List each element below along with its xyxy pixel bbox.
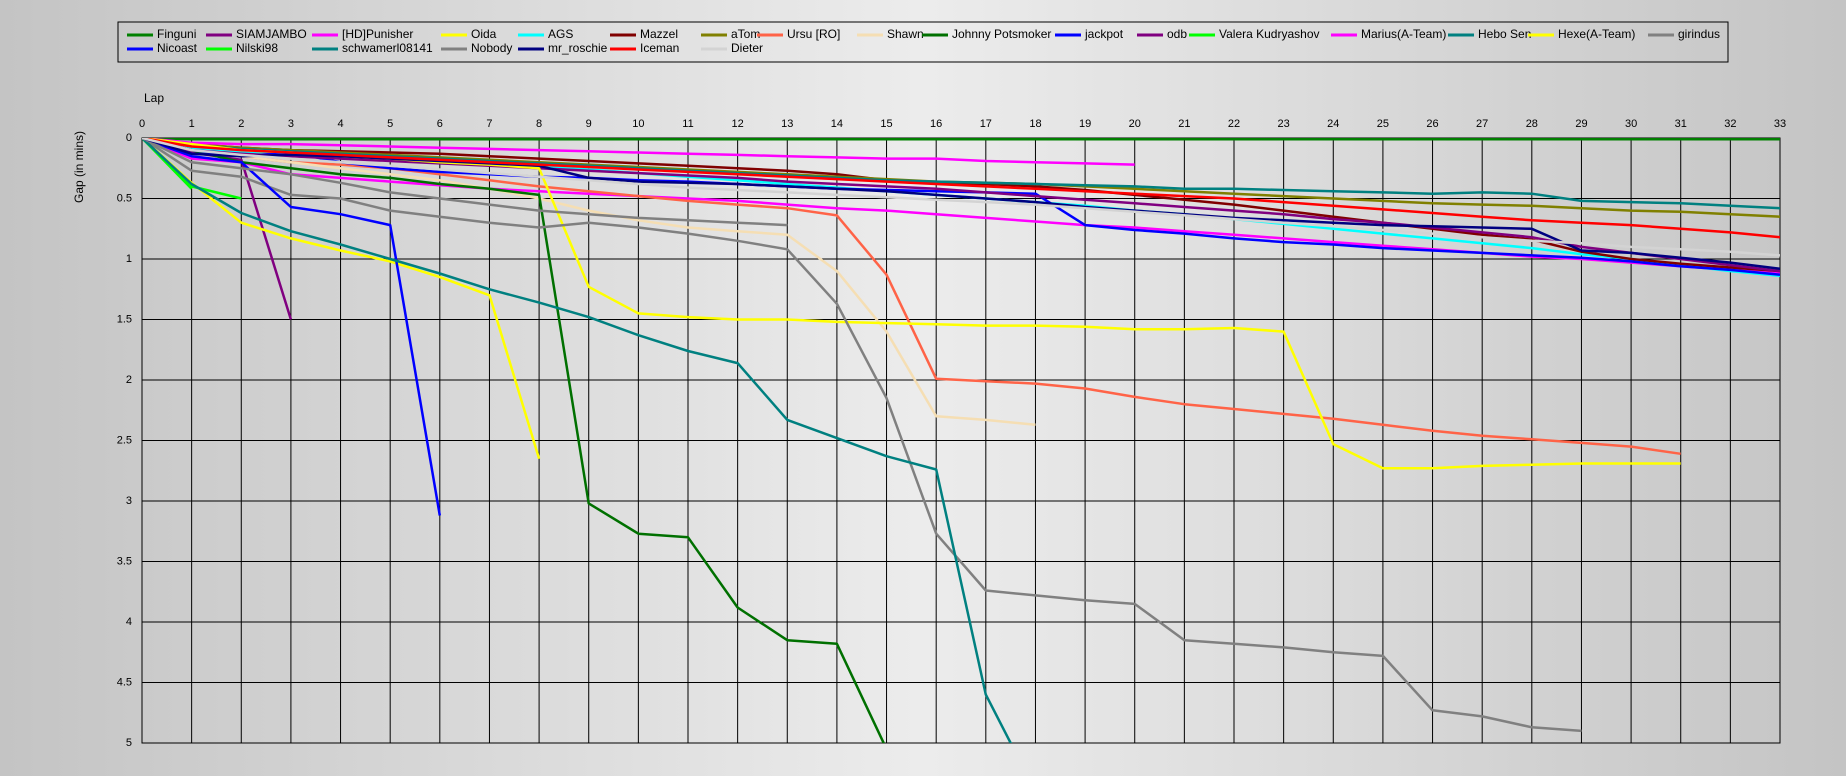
x-tick-label: 10: [632, 118, 644, 130]
x-tick-label: 22: [1228, 118, 1240, 130]
legend-label: AGS: [548, 27, 573, 41]
y-axis-label: Gap (in mins): [72, 131, 86, 203]
x-tick-label: 1: [189, 118, 195, 130]
y-tick-label: 2.5: [117, 434, 132, 446]
legend-box: [117, 21, 1729, 63]
x-tick-label: 12: [732, 118, 744, 130]
legend-label: Valera Kudryashov: [1219, 27, 1320, 41]
x-tick-label: 11: [682, 118, 693, 130]
series-line: [142, 138, 1582, 733]
x-tick-label: 5: [387, 118, 393, 130]
y-tick-label: 0.5: [117, 192, 132, 204]
x-tick-label: 8: [536, 118, 542, 130]
x-tick-label: 25: [1377, 118, 1389, 130]
y-tick-label: 4: [126, 616, 132, 628]
x-tick-label: 13: [781, 118, 793, 130]
x-tick-label: 26: [1426, 118, 1438, 130]
legend-label: Iceman: [640, 41, 679, 55]
x-tick-label: 31: [1675, 118, 1687, 130]
x-tick-label: 32: [1724, 118, 1736, 130]
legend-label: Hexe(A-Team): [1558, 27, 1635, 41]
series-line: [142, 138, 1013, 743]
x-tick-label: 18: [1029, 118, 1041, 130]
legend-label: girindus: [1678, 27, 1720, 41]
x-tick-label: 30: [1625, 118, 1637, 130]
y-tick-label: 1.5: [117, 313, 132, 325]
legend-label: Nobody: [471, 41, 512, 55]
x-tick-label: 16: [930, 118, 942, 130]
series-line: [142, 138, 541, 460]
legend-label: Ursu [RO]: [787, 27, 840, 41]
series-line: [142, 138, 1780, 239]
x-tick-label: 17: [980, 118, 992, 130]
series-line: [142, 138, 1036, 427]
legend-label: schwamerl08141: [342, 41, 433, 55]
x-tick-label: 9: [586, 118, 592, 130]
x-tick-label: 4: [337, 118, 343, 130]
legend-label: Mazzel: [640, 27, 678, 41]
series-line: [142, 138, 442, 516]
legend-label: mr_roschie: [548, 41, 608, 55]
series-line: [142, 138, 886, 743]
x-tick-label: 33: [1774, 118, 1786, 130]
y-tick-label: 0: [126, 132, 132, 144]
plot-lines: [142, 138, 1780, 743]
x-tick-label: 2: [238, 118, 244, 130]
legend-label: Oida: [471, 27, 497, 41]
x-tick-label: 3: [288, 118, 294, 130]
legend-label: Johnny Potsmoker: [952, 27, 1051, 41]
x-tick-label: 20: [1129, 118, 1141, 130]
x-tick-label: 29: [1575, 118, 1587, 130]
legend-label: Marius(A-Team): [1361, 27, 1446, 41]
x-tick-label: 27: [1476, 118, 1488, 130]
x-tick-label: 19: [1079, 118, 1091, 130]
x-tick-label: 24: [1327, 118, 1339, 130]
x-tick-label: 28: [1526, 118, 1538, 130]
legend-label: Nicoast: [157, 41, 198, 55]
x-tick-label: 0: [139, 118, 145, 130]
legend-label: Nilski98: [236, 41, 278, 55]
x-tick-label: 6: [437, 118, 443, 130]
series-line: [142, 138, 1780, 141]
series-line: [142, 138, 1135, 166]
series-line: [142, 138, 788, 227]
legend-label: [HD]Punisher: [342, 27, 413, 41]
y-tick-label: 1: [126, 253, 132, 265]
x-axis-label: Lap: [144, 91, 164, 105]
legend-label: Finguni: [157, 27, 196, 41]
x-tick-label: 15: [880, 118, 892, 130]
series-line: [142, 138, 1780, 257]
legend-label: Shawn: [887, 27, 924, 41]
legend-label: odb: [1167, 27, 1187, 41]
legend-label: aTom: [731, 27, 760, 41]
x-tick-label: 21: [1178, 118, 1190, 130]
x-tick-label: 14: [831, 118, 843, 130]
y-tick-label: 3.5: [117, 555, 132, 567]
legend-label: Hebo Sen: [1478, 27, 1531, 41]
y-tick-label: 5: [126, 737, 132, 749]
series-line: [142, 138, 1681, 456]
legend-label: Dieter: [731, 41, 763, 55]
y-tick-label: 2: [126, 374, 132, 386]
series-line: [142, 138, 1780, 273]
y-tick-label: 4.5: [117, 676, 132, 688]
y-tick-label: 3: [126, 495, 132, 507]
x-tick-label: 23: [1278, 118, 1290, 130]
legend-label: SIAMJAMBO: [236, 27, 307, 41]
x-tick-label: 7: [486, 118, 492, 130]
legend-label: jackpot: [1084, 27, 1124, 41]
